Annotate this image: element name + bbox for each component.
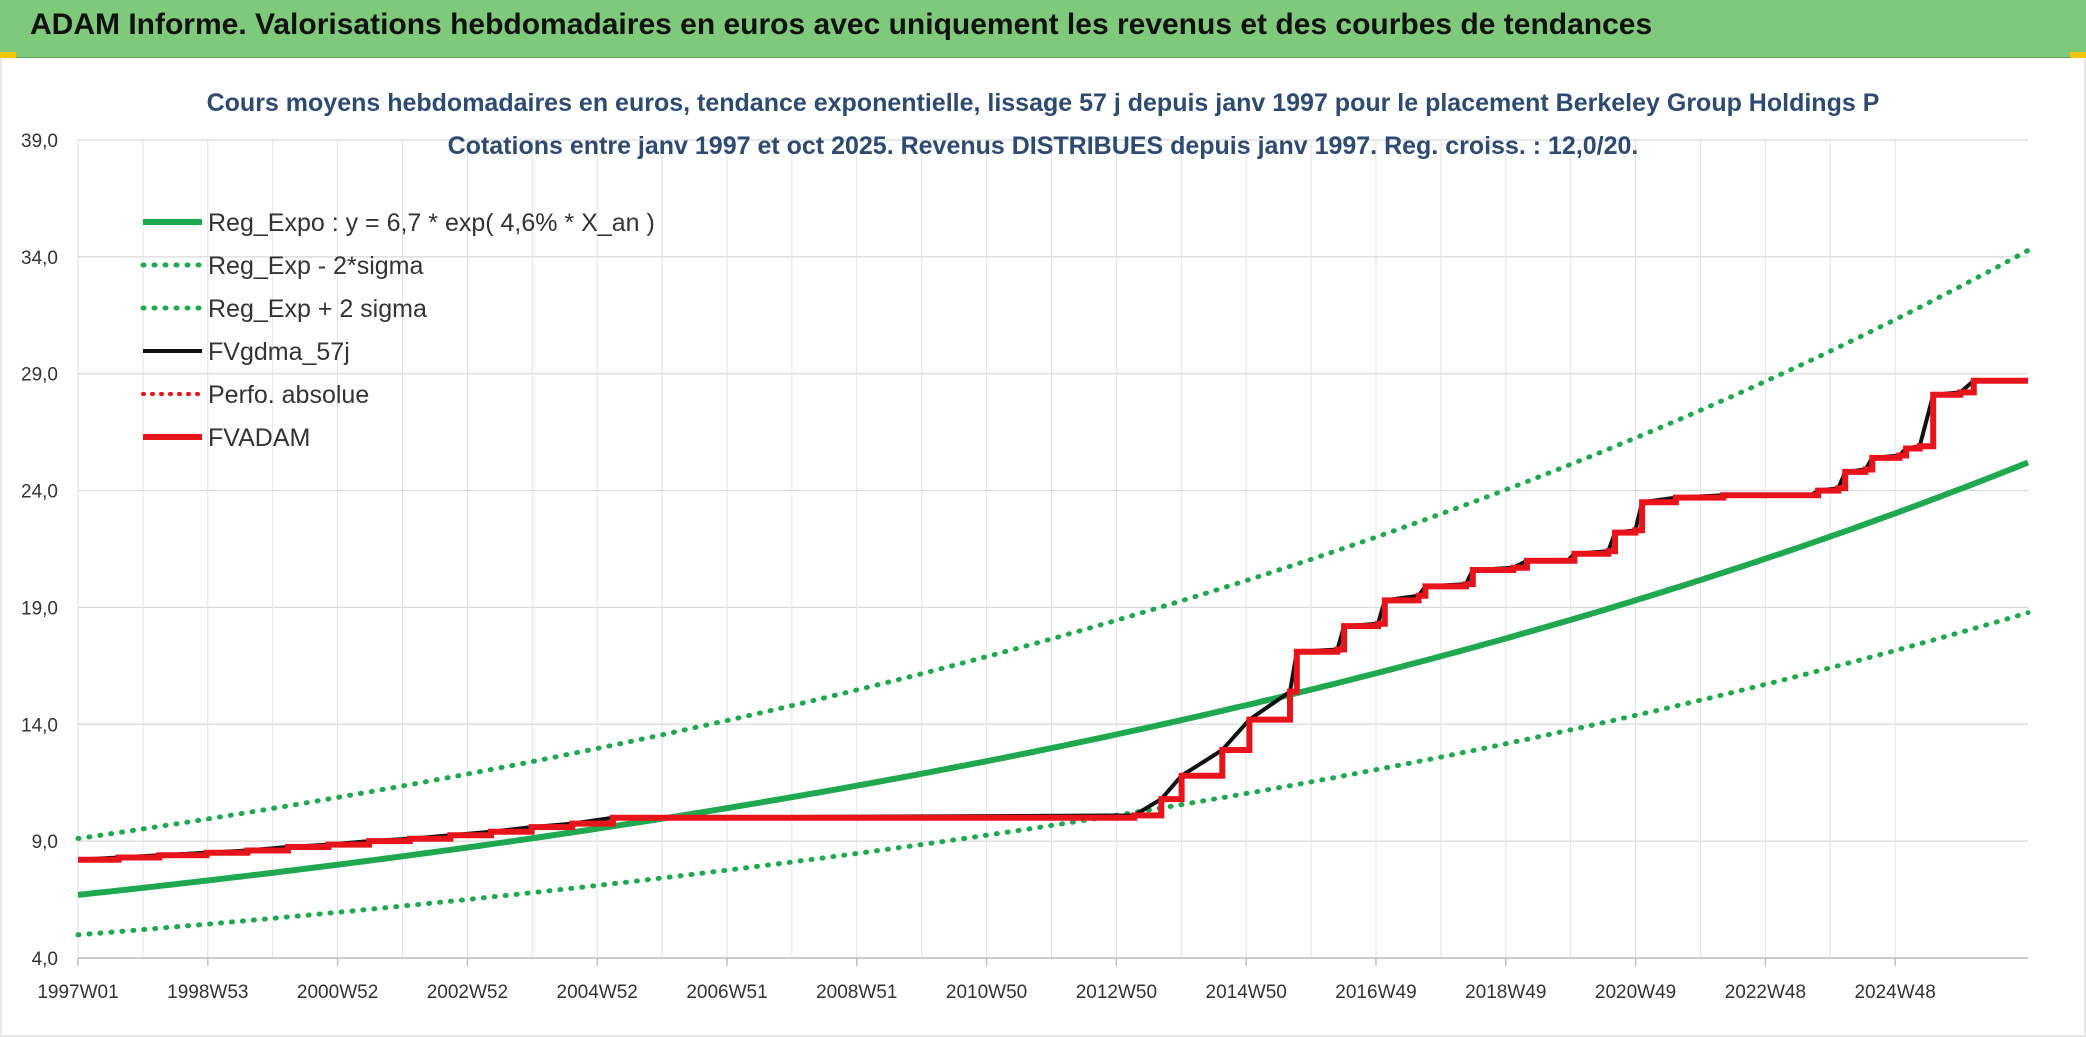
y-tick-label: 34,0 (21, 248, 58, 269)
x-tick-label: 2016W49 (1335, 982, 1416, 1003)
chart-title-line2: Cotations entre janv 1997 et oct 2025. R… (448, 132, 1639, 160)
y-tick-label: 29,0 (21, 365, 58, 386)
legend-label: Reg_Exp + 2 sigma (208, 295, 427, 323)
y-tick-label: 9,0 (32, 832, 58, 853)
legend-label: Reg_Expo : y = 6,7 * exp( 4,6% * X_an ) (208, 209, 655, 237)
x-tick-label: 2008W51 (816, 982, 897, 1003)
banner-corner-right (2070, 52, 2086, 58)
x-tick-label: 2022W48 (1725, 982, 1806, 1003)
chart-frame (0, 58, 2086, 1037)
x-tick-label: 2014W50 (1206, 982, 1287, 1003)
legend-label: FVgdma_57j (208, 338, 350, 366)
legend-label: Perfo. absolue (208, 381, 369, 409)
series-line (75, 610, 2031, 938)
y-tick-label: 39,0 (21, 131, 58, 152)
series-layer (75, 247, 2031, 938)
x-tick-label: 2004W52 (557, 982, 638, 1003)
chart-axes: 4,0 9,0 14,0 19,0 24,0 29,0 34,0 39,0 1997W01 199… (21, 131, 2028, 1003)
series-line (77, 459, 2030, 898)
series-line (77, 378, 2028, 862)
x-tick-label: 2010W50 (946, 982, 1027, 1003)
report-banner: ADAM Informe. Valorisations hebdomadaire… (0, 0, 2086, 58)
x-tick-label: 1998W53 (167, 982, 248, 1003)
y-tick-label: 19,0 (21, 598, 58, 619)
series-line (78, 377, 2028, 863)
x-tick-label: 2018W49 (1465, 982, 1546, 1003)
y-tick-label: 14,0 (21, 715, 58, 736)
chart-grid (77, 139, 2028, 959)
chart-legend: Reg_Expo : y = 6,7 * exp( 4,6% * X_an ) R… (140, 209, 655, 452)
y-tick-label: 24,0 (21, 482, 58, 503)
x-tick-label: 1997W01 (37, 982, 118, 1003)
x-tick-label: 2012W50 (1076, 982, 1157, 1003)
x-tick-label: 2002W52 (427, 982, 508, 1003)
legend-label: FVADAM (208, 424, 310, 452)
chart-title-line1: Cours moyens hebdomadaires en euros, ten… (207, 89, 1880, 117)
report-title: ADAM Informe. Valorisations hebdomadaire… (30, 8, 1653, 41)
x-tick-label: 2020W49 (1595, 982, 1676, 1003)
x-tick-label: 2000W52 (297, 982, 378, 1003)
x-tick-label: 2006W51 (686, 982, 767, 1003)
y-tick-label: 4,0 (32, 949, 58, 970)
legend-label: Reg_Exp - 2*sigma (208, 252, 423, 280)
series-line (75, 247, 2031, 841)
x-tick-label: 2024W48 (1854, 982, 1935, 1003)
banner-corner-left (0, 52, 16, 58)
